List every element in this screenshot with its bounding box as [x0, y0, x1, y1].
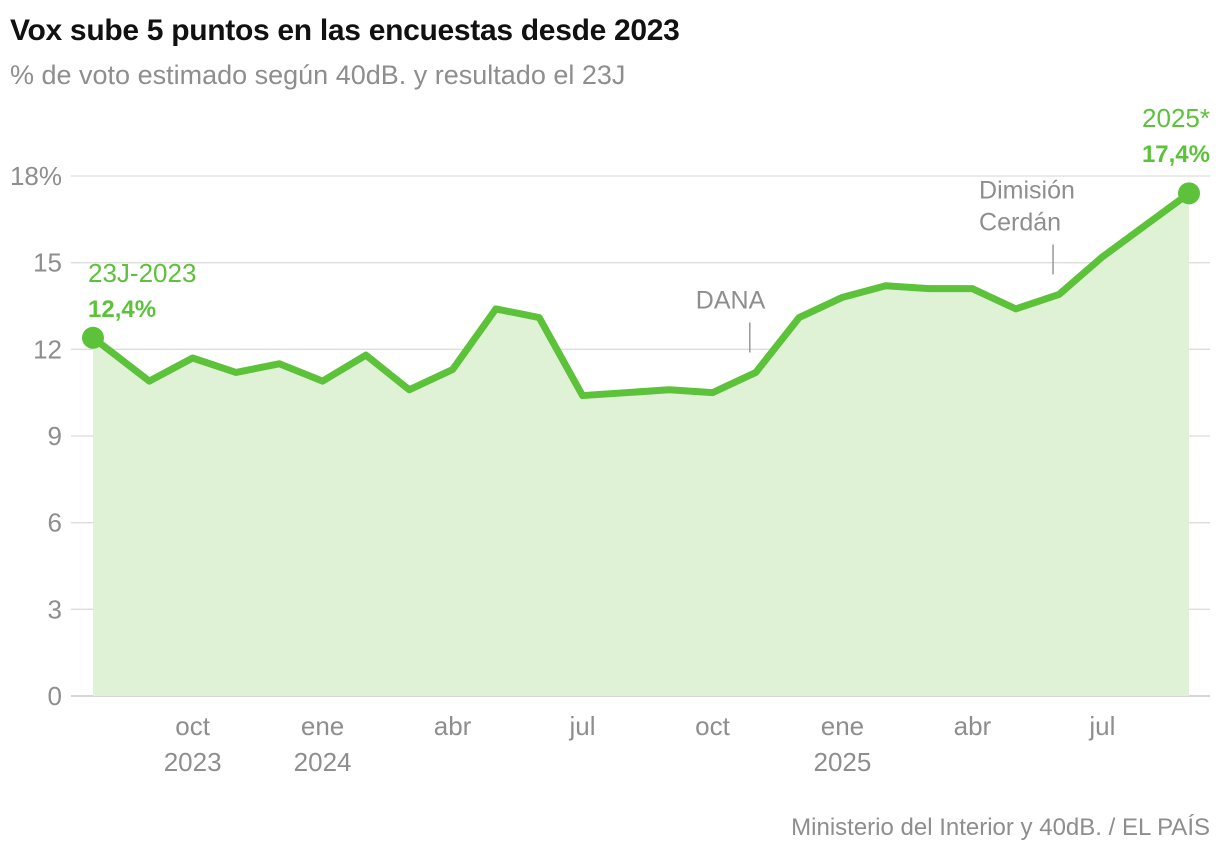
y-tick-label: 9 — [48, 421, 62, 451]
end-value-label: 17,4% — [1142, 141, 1210, 168]
chart-title: Vox sube 5 puntos en las encuestas desde… — [10, 14, 680, 47]
y-tick-label: 12 — [33, 334, 62, 364]
x-tick-label: abr — [434, 711, 472, 741]
annotation-dana-label: DANA — [696, 286, 766, 314]
annotation-cerdan-label: Dimisión — [979, 176, 1075, 204]
x-tick-label: abr — [954, 711, 992, 741]
x-tick-label: oct — [175, 711, 210, 741]
x-tick-year: 2025 — [814, 747, 872, 777]
x-tick-label: oct — [695, 711, 730, 741]
x-tick-label: jul — [1088, 711, 1115, 741]
annotation-cerdan-label: Cerdán — [979, 208, 1061, 236]
y-tick-label: 3 — [48, 594, 62, 624]
source-credit: Ministerio del Interior y 40dB. / EL PAÍ… — [791, 814, 1210, 841]
endpoint-marker — [1178, 182, 1200, 205]
series-area — [93, 193, 1189, 697]
y-tick-label: 6 — [48, 508, 62, 538]
x-tick-year: 2024 — [294, 747, 352, 777]
series-line — [89, 189, 1193, 400]
chart-subtitle: % de voto estimado según 40dB. y resulta… — [10, 60, 626, 90]
endpoint-marker — [82, 326, 104, 349]
y-tick-label: 15 — [33, 248, 62, 278]
x-tick-year: 2023 — [164, 747, 222, 777]
start-label: 23J-2023 — [88, 258, 196, 288]
end-label: 2025* — [1142, 103, 1210, 133]
y-tick-label: 18% — [10, 161, 62, 191]
x-tick-label: jul — [569, 711, 596, 741]
x-tick-label: ene — [821, 711, 864, 741]
x-tick-label: ene — [301, 711, 344, 741]
start-value-label: 12,4% — [88, 296, 156, 323]
y-tick-label: 0 — [48, 681, 62, 711]
